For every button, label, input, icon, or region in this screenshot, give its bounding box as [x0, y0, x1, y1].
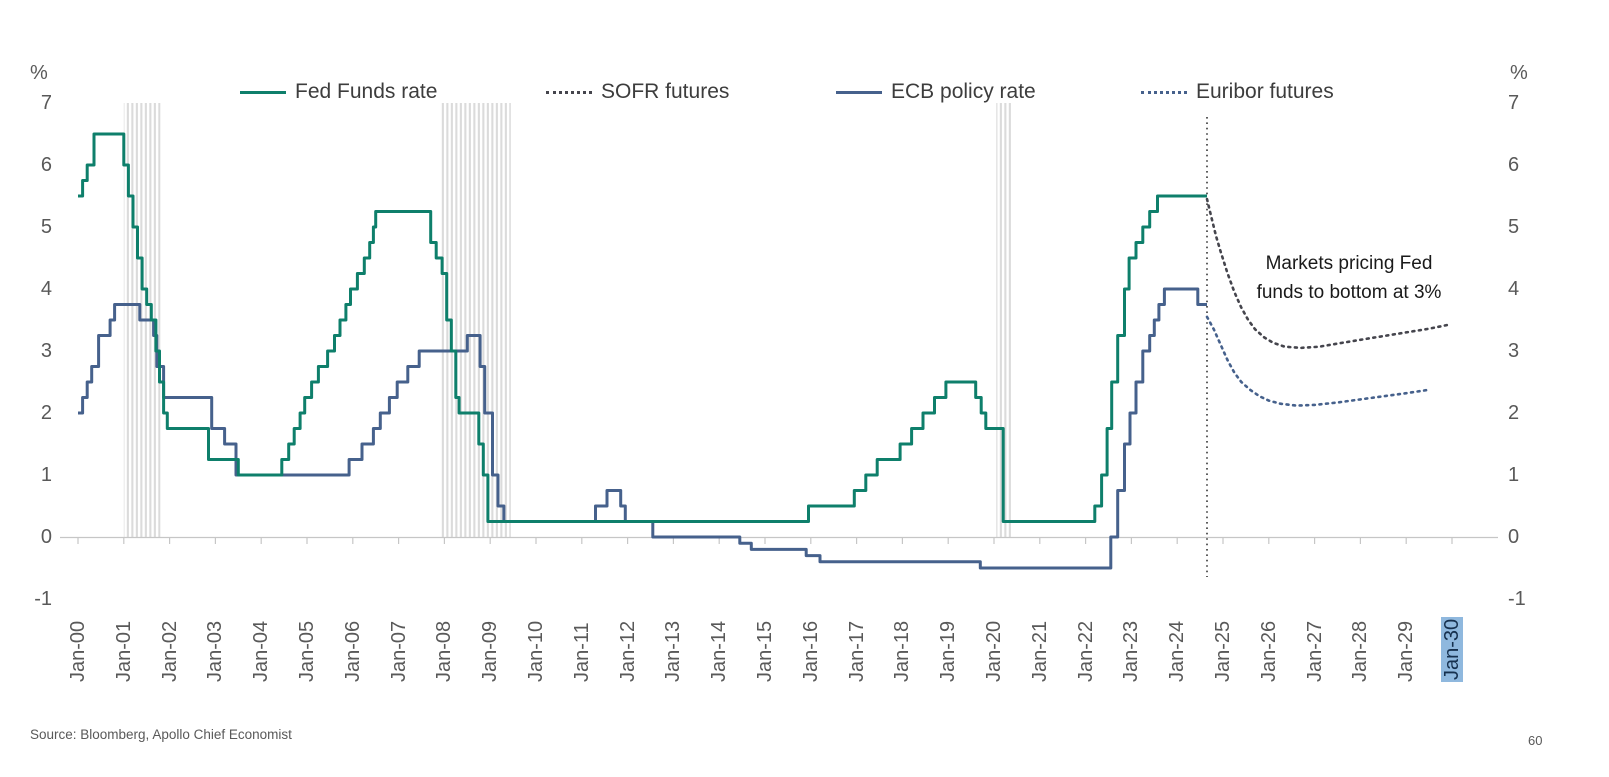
legend-item-sofr-futures: SOFR futures [546, 80, 729, 104]
legend-item-euribor-futures: Euribor futures [1141, 80, 1334, 104]
y-tick-label: 1 [1508, 464, 1520, 486]
x-tick-label: Jan-13 [662, 620, 685, 682]
x-tick-label: Jan-29 [1395, 620, 1418, 682]
sofr-futures-line-swatch [546, 90, 592, 94]
y-tick-label: 3 [1508, 340, 1520, 362]
y-tick-label: 6 [40, 154, 52, 176]
y-tick-label: 5 [1508, 216, 1520, 238]
annotation-fed-bottom: Markets pricing Fed funds to bottom at 3… [1240, 250, 1458, 307]
x-tick-label: Jan-06 [341, 620, 364, 682]
x-tick-label: Jan-22 [1074, 620, 1097, 682]
legend-label-sofr-futures: SOFR futures [601, 80, 730, 103]
x-tick-label: Jan-18 [891, 620, 914, 682]
x-tick-label: Jan-05 [296, 620, 318, 682]
y-tick-label: 4 [40, 278, 52, 300]
y-tick-label: -1 [1508, 588, 1526, 610]
x-tick-label: Jan-28 [1349, 620, 1372, 682]
sofr-futures-line [1205, 197, 1449, 350]
y-tick-label: 4 [1508, 278, 1520, 300]
ecb-policy-line-swatch [836, 90, 882, 94]
y-tick-label: 5 [40, 216, 52, 238]
y-tick-label: 6 [1508, 154, 1520, 176]
legend-label-ecb-policy-rate: ECB policy rate [891, 80, 1036, 103]
x-tick-label: Jan-04 [250, 620, 273, 682]
x-tick-label: Jan-19 [937, 620, 960, 682]
y-tick-label: 3 [40, 340, 52, 362]
x-tick-label: Jan-10 [525, 620, 547, 682]
x-tick-label: Jan-24 [1166, 620, 1189, 682]
annotation-line2: funds to bottom at 3% [1256, 281, 1442, 303]
x-tick-label: Jan-14 [708, 620, 731, 682]
ecb-policy-rate-line [78, 287, 1207, 570]
x-tick-label: Jan-08 [433, 620, 456, 682]
x-tick-label: Jan-16 [799, 620, 822, 682]
y-tick-label: 7 [1508, 92, 1520, 114]
y-tick-label: 0 [1508, 526, 1520, 548]
x-tick-label: Jan-09 [479, 620, 502, 682]
x-tick-label: Jan-03 [204, 620, 227, 682]
x-tick-label: Jan-25 [1212, 620, 1234, 682]
x-tick-label: Jan-15 [754, 620, 776, 682]
x-tick-label: Jan-12 [616, 620, 639, 682]
x-tick-label: Jan-17 [845, 620, 868, 682]
x-tick-label: Jan-30 [1441, 616, 1463, 682]
y-tick-label: 0 [40, 526, 52, 548]
y-axis-unit-left: % [30, 62, 48, 84]
legend-item-fed-funds-rate: Fed Funds rate [240, 80, 437, 104]
annotation-line1: Markets pricing Fed [1265, 253, 1433, 274]
y-axis-unit-right: % [1510, 62, 1528, 84]
legend-label-fed-funds-rate: Fed Funds rate [295, 80, 438, 103]
page-number: 60 [1528, 733, 1543, 748]
fed-funds-line-swatch [240, 90, 286, 94]
y-tick-label: 2 [40, 402, 52, 424]
y-tick-label: 2 [1508, 402, 1520, 424]
x-tick-label: Jan-11 [570, 622, 593, 682]
y-tick-label: 7 [40, 92, 52, 114]
x-tick-label: Jan-20 [983, 620, 1005, 682]
x-tick-label: Jan-07 [387, 620, 410, 682]
x-tick-label: Jan-00 [67, 620, 89, 682]
source-note: Source: Bloomberg, Apollo Chief Economis… [30, 727, 292, 742]
legend-label-euribor-futures: Euribor futures [1196, 80, 1334, 103]
x-tick-label: Jan-26 [1257, 620, 1280, 682]
y-tick-label: 1 [40, 464, 52, 486]
euribor-futures-line-swatch [1141, 90, 1187, 94]
x-tick-label: Jan-23 [1120, 620, 1143, 682]
x-tick-label: Jan-01 [112, 620, 135, 682]
x-tick-label: Jan-21 [1028, 620, 1051, 682]
euribor-futures-line [1205, 315, 1429, 407]
x-tick-label: Jan-27 [1303, 620, 1326, 682]
legend-item-ecb-policy-rate: ECB policy rate [836, 80, 1036, 104]
fed-funds-rate-line [78, 132, 1207, 523]
y-tick-label: -1 [34, 588, 52, 610]
x-tick-label: Jan-02 [158, 620, 181, 682]
